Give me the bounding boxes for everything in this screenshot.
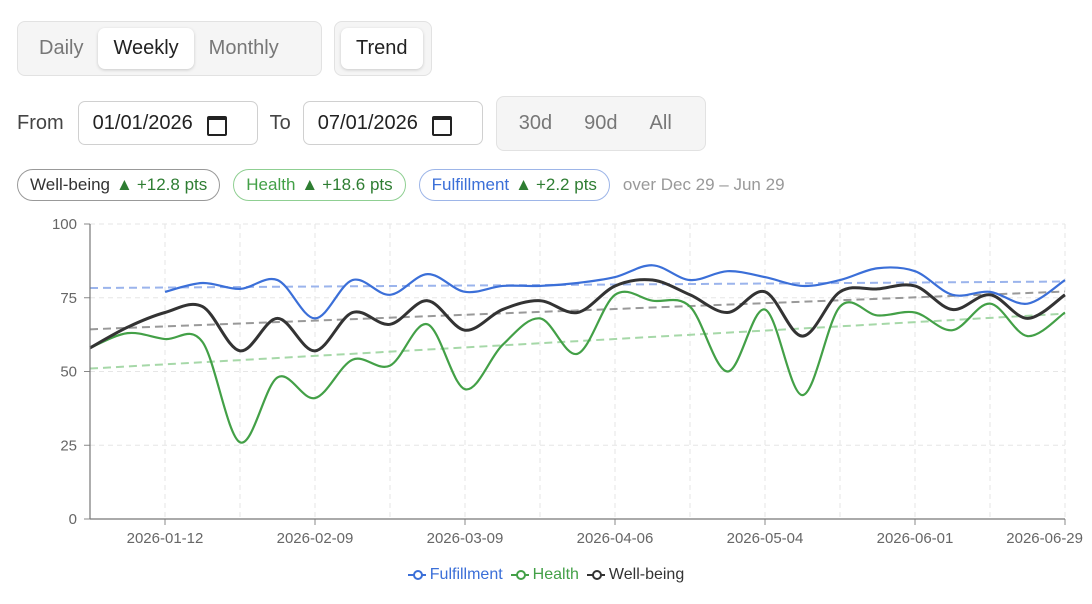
fulfillment-trend-line xyxy=(89,280,1066,290)
legend-label: Well-being xyxy=(608,566,685,583)
pill-label: Fulfillment xyxy=(431,175,510,194)
well-being-trend-line xyxy=(89,290,1066,331)
health-series-line[interactable] xyxy=(89,290,1066,444)
up-arrow-icon: ▲ xyxy=(515,175,532,194)
from-date-input[interactable]: 01/01/2026 xyxy=(77,101,258,145)
summary-pills: Well-being ▲ +12.8 pts Health ▲ +18.6 pt… xyxy=(17,169,785,201)
granularity-weekly-button[interactable]: Weekly xyxy=(98,28,194,69)
health-trend-line xyxy=(89,312,1066,370)
pill-label: Well-being xyxy=(30,175,111,194)
wellbeing-summary-pill: Well-being ▲ +12.8 pts xyxy=(17,169,221,201)
trend-chart: 0 25 50 75 100 2026-01-12 2026-02-09 2026-03-09… xyxy=(52,216,1083,547)
granularity-toggle: Daily Weekly Monthly xyxy=(17,21,322,76)
y-tick-label: 25 xyxy=(60,437,77,454)
x-tick-label: 2026-04-06 xyxy=(577,530,654,547)
preset-90d-button[interactable]: 90d xyxy=(584,111,618,134)
to-label: To xyxy=(269,111,291,134)
preset-30d-button[interactable]: 30d xyxy=(518,111,553,134)
pill-delta: +18.6 pts xyxy=(322,175,393,194)
range-preset-group: 30d 90d All xyxy=(495,95,706,151)
y-tick-label: 50 xyxy=(60,364,77,381)
x-tick-label: 2026-06-29 xyxy=(1006,530,1083,547)
x-tick-label: 2026-06-01 xyxy=(877,530,954,547)
pill-delta: +12.8 pts xyxy=(136,175,208,194)
granularity-monthly-button[interactable]: Monthly xyxy=(208,37,279,59)
y-tick-label: 75 xyxy=(60,290,77,307)
x-tick-label: 2026-05-04 xyxy=(727,530,804,547)
legend-marker xyxy=(407,570,426,580)
calendar-icon[interactable] xyxy=(431,114,452,136)
preset-all-button[interactable]: All xyxy=(649,111,672,134)
calendar-icon[interactable] xyxy=(206,114,227,136)
fulfillment-series-line[interactable] xyxy=(164,264,1066,320)
date-range-row: From 01/01/2026 To 07/01/2026 30d 90d Al… xyxy=(17,95,706,151)
from-label: From xyxy=(17,111,64,134)
legend-marker xyxy=(586,570,605,580)
well-being-series-line[interactable] xyxy=(89,278,1066,353)
x-tick-label: 2026-02-09 xyxy=(277,530,354,547)
legend-item-fulfillment[interactable]: Fulfillment xyxy=(407,566,503,584)
x-tick-label: 2026-01-12 xyxy=(127,530,204,547)
y-tick-label: 0 xyxy=(69,511,77,528)
legend-item-health[interactable]: Health xyxy=(510,566,579,584)
legend-label: Fulfillment xyxy=(429,566,503,583)
trend-toggle-button[interactable]: Trend xyxy=(341,28,423,69)
legend-label: Health xyxy=(532,566,579,583)
pill-delta: +2.2 pts xyxy=(535,175,597,194)
to-date-input[interactable]: 07/01/2026 xyxy=(302,101,483,145)
chart-legend: Fulfillment Health Well-being xyxy=(0,566,1092,584)
summary-period: over Dec 29 – Jun 29 xyxy=(622,175,785,194)
x-tick-label: 2026-03-09 xyxy=(427,530,504,547)
y-tick-label: 100 xyxy=(52,216,77,233)
pill-label: Health xyxy=(246,175,296,194)
to-date-value: 07/01/2026 xyxy=(317,111,418,134)
legend-item-wellbeing[interactable]: Well-being xyxy=(586,566,685,584)
legend-marker xyxy=(510,570,529,580)
trend-toggle-group: Trend xyxy=(334,21,432,76)
from-date-value: 01/01/2026 xyxy=(92,111,193,134)
health-summary-pill: Health ▲ +18.6 pts xyxy=(233,169,406,201)
fulfillment-summary-pill: Fulfillment ▲ +2.2 pts xyxy=(418,169,610,201)
up-arrow-icon: ▲ xyxy=(301,175,319,194)
granularity-daily-button[interactable]: Daily xyxy=(39,37,84,59)
up-arrow-icon: ▲ xyxy=(116,175,133,194)
